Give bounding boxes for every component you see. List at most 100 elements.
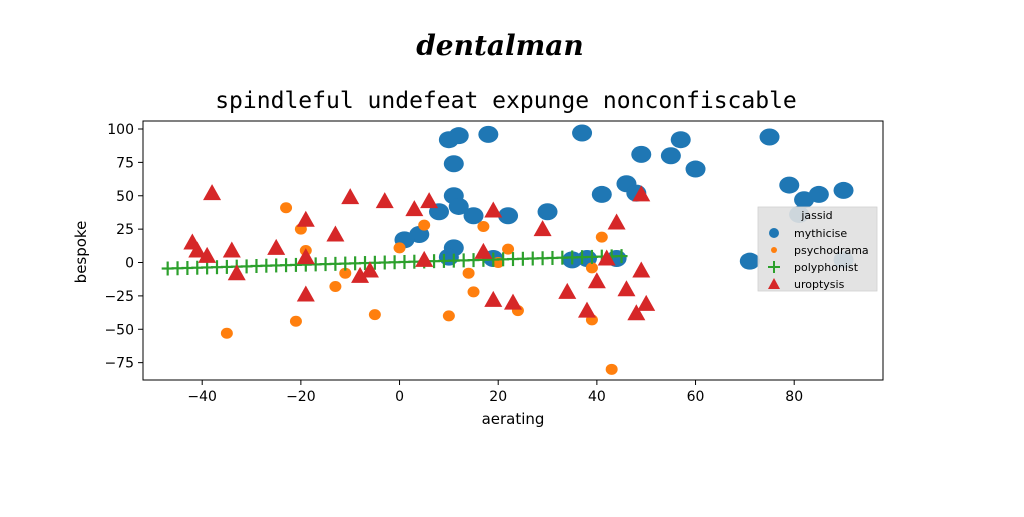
y-tick-label: 100 bbox=[107, 122, 134, 138]
y-axis-label: bespoke bbox=[72, 221, 90, 284]
legend-label: mythicise bbox=[794, 227, 847, 240]
x-tick-label: 20 bbox=[489, 389, 507, 405]
x-axis: −40 −20 0 20 40 60 80 bbox=[187, 380, 803, 405]
figure-suptitle: dentalman bbox=[416, 29, 584, 62]
uroptysis-point bbox=[484, 290, 503, 307]
mythicise-point bbox=[498, 207, 519, 225]
psychodrama-point bbox=[393, 242, 406, 254]
psychodrama-point bbox=[418, 219, 431, 231]
y-tick-label: 75 bbox=[116, 155, 134, 171]
legend-items: mythicise psychodrama polyphonist uroptysis bbox=[768, 227, 869, 291]
legend-label: psychodrama bbox=[794, 244, 869, 257]
legend-title: jassid bbox=[800, 209, 832, 222]
uroptysis-point bbox=[375, 192, 394, 209]
uroptysis-point bbox=[341, 188, 360, 205]
mythicise-point bbox=[478, 125, 499, 143]
plot-frame bbox=[142, 120, 884, 381]
uroptysis-point bbox=[578, 301, 596, 318]
psychodrama-point bbox=[477, 220, 490, 232]
legend-item-uroptysis: uroptysis bbox=[768, 278, 845, 291]
uroptysis-point bbox=[420, 192, 439, 209]
uroptysis-point bbox=[607, 213, 626, 230]
legend-marker bbox=[768, 261, 780, 273]
uroptysis-point bbox=[415, 250, 434, 267]
y-tick-label: 25 bbox=[116, 222, 134, 238]
uroptysis-point bbox=[587, 272, 606, 289]
series-uroptysis bbox=[183, 184, 656, 321]
legend: jassid mythicise psychodrama polyphonist ur… bbox=[757, 206, 878, 292]
psychodrama-point bbox=[605, 363, 618, 375]
mythicise-point bbox=[739, 252, 760, 270]
uroptysis-point bbox=[203, 184, 222, 201]
psychodrama-point bbox=[467, 286, 480, 298]
uroptysis-point bbox=[296, 210, 315, 227]
uroptysis-point bbox=[474, 242, 493, 259]
psychodrama-point bbox=[442, 310, 455, 322]
uroptysis-point bbox=[484, 201, 503, 218]
psychodrama-point bbox=[220, 327, 233, 339]
y-axis: −75 −50 −25 0 25 50 75 100 bbox=[104, 122, 143, 372]
uroptysis-point bbox=[296, 285, 315, 302]
x-tick-label: 80 bbox=[785, 389, 803, 405]
uroptysis-point bbox=[360, 261, 379, 278]
mythicise-point bbox=[660, 147, 681, 165]
polyphonist-point bbox=[615, 249, 628, 264]
x-tick-label: 60 bbox=[687, 389, 705, 405]
psychodrama-point bbox=[289, 315, 302, 327]
x-tick-label: 0 bbox=[395, 389, 404, 405]
y-tick-label: 0 bbox=[125, 256, 134, 272]
legend-marker bbox=[769, 228, 779, 238]
x-tick-label: 40 bbox=[588, 389, 606, 405]
mythicise-point bbox=[537, 203, 558, 221]
legend-box bbox=[757, 206, 878, 292]
psychodrama-point bbox=[595, 231, 608, 243]
uroptysis-point bbox=[597, 249, 616, 266]
mythicise-point bbox=[448, 197, 469, 215]
mythicise-point bbox=[833, 181, 854, 199]
mythicise-point bbox=[759, 128, 780, 146]
uroptysis-point bbox=[227, 264, 246, 281]
uroptysis-point bbox=[296, 248, 315, 265]
uroptysis-point bbox=[558, 282, 577, 299]
uroptysis-point bbox=[632, 185, 651, 202]
mythicise-point bbox=[685, 160, 706, 178]
psychodrama-point bbox=[339, 267, 352, 279]
uroptysis-point bbox=[632, 261, 651, 278]
uroptysis-point bbox=[326, 225, 345, 242]
y-tick-label: 50 bbox=[116, 189, 134, 205]
legend-marker bbox=[771, 247, 777, 253]
y-tick-label: −50 bbox=[104, 322, 134, 338]
psychodrama-point bbox=[502, 243, 515, 255]
mythicise-point bbox=[438, 248, 459, 266]
uroptysis-point bbox=[198, 246, 217, 263]
y-tick-label: −25 bbox=[104, 289, 134, 305]
uroptysis-point bbox=[222, 241, 241, 258]
mythicise-point bbox=[463, 207, 484, 225]
x-tick-label: −40 bbox=[187, 389, 217, 405]
mythicise-point bbox=[572, 124, 593, 142]
psychodrama-point bbox=[280, 202, 293, 214]
x-axis-label: aerating bbox=[482, 410, 545, 428]
uroptysis-point bbox=[267, 238, 286, 255]
mythicise-point bbox=[779, 176, 800, 194]
legend-item-mythicise: mythicise bbox=[769, 227, 847, 240]
legend-label: uroptysis bbox=[794, 278, 845, 291]
uroptysis-point bbox=[533, 220, 552, 237]
psychodrama-point bbox=[329, 281, 342, 293]
legend-item-psychodrama: psychodrama bbox=[771, 244, 869, 257]
psychodrama-point bbox=[462, 267, 475, 279]
series-psychodrama bbox=[220, 202, 618, 375]
uroptysis-point bbox=[351, 266, 370, 283]
legend-marker bbox=[768, 278, 780, 289]
x-tick-label: −20 bbox=[286, 389, 316, 405]
mythicise-point bbox=[448, 127, 469, 145]
uroptysis-point bbox=[188, 241, 207, 258]
legend-label: polyphonist bbox=[794, 261, 859, 274]
uroptysis-point bbox=[405, 200, 424, 217]
mythicise-point bbox=[631, 145, 652, 163]
uroptysis-point bbox=[627, 304, 646, 321]
mythicise-point bbox=[808, 185, 829, 203]
mythicise-point bbox=[443, 155, 464, 173]
